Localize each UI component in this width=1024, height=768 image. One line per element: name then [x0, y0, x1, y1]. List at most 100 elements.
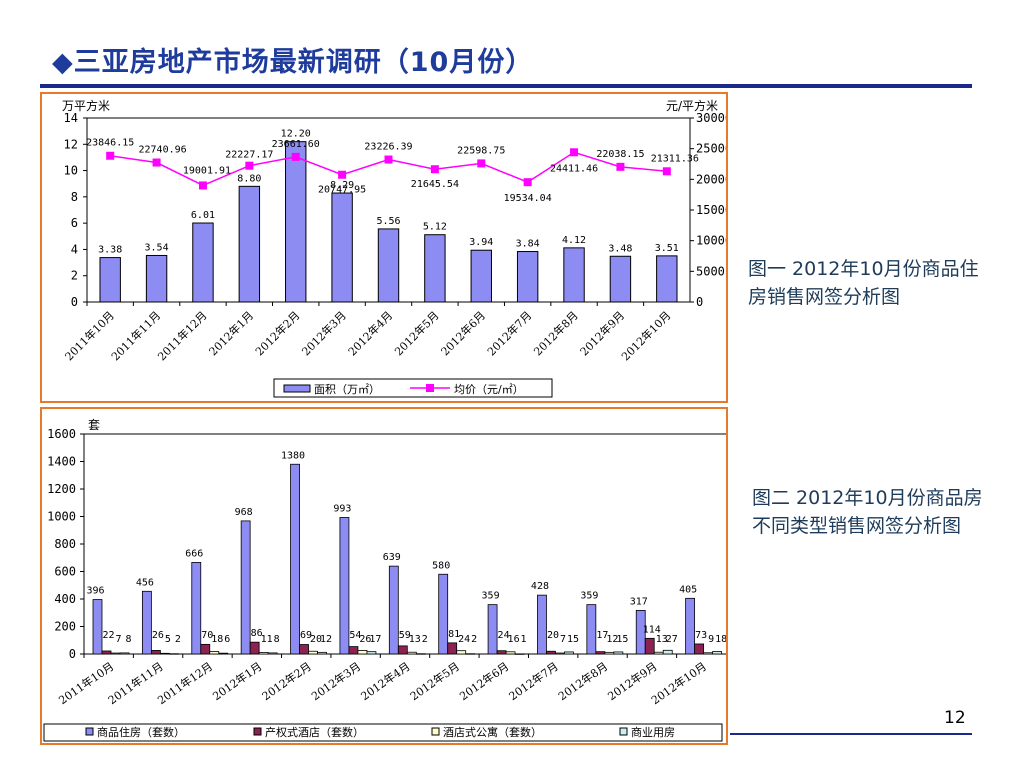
footer-divider — [730, 733, 972, 735]
bar-hotel — [200, 643, 211, 655]
bar-value-label-residential: 359 — [580, 591, 598, 602]
price-value-label: 22038.15 — [596, 149, 644, 160]
area-bar — [99, 257, 121, 303]
price-marker — [291, 152, 300, 161]
area-price-chart: 万平方米 元/平方米 0 2 4 6 8 10 12 14 0 5000 10000 15000 20000… — [62, 98, 726, 398]
bar-serviced-apartment — [555, 652, 565, 655]
x-tick-label: 2012年4月 — [345, 308, 395, 358]
x-tick-label: 2012年8月 — [555, 659, 610, 703]
bar-value-label-hotel: 114 — [643, 624, 661, 635]
y-tick-label: 1000 — [47, 510, 76, 524]
price-marker — [616, 162, 625, 171]
legend-label-residential: 商品住房（套数） — [97, 725, 185, 739]
area-bar — [656, 255, 678, 303]
bar-value-label-commercial: 27 — [666, 634, 678, 645]
area-bar-value-label: 3.54 — [145, 242, 169, 253]
bar-serviced-apartment — [653, 651, 664, 655]
bar-value-label-hotel: 81 — [448, 629, 460, 640]
price-marker — [523, 178, 532, 187]
bar-commercial — [465, 653, 476, 655]
bar-value-label-hotel: 69 — [300, 630, 312, 641]
y-tick-label: 800 — [54, 537, 76, 551]
y-tick-label: 1200 — [47, 482, 76, 496]
area-bar-value-label: 8.80 — [237, 173, 261, 184]
chart-panel-property-types: 套 0 200 400 600 800 1000 1200 1400 1600 396 456 666 9… — [40, 407, 728, 745]
bar-hotel — [546, 650, 556, 655]
y-tick-label-right: 25000 — [696, 142, 726, 156]
x-tick-label: 2012年6月 — [457, 659, 512, 703]
price-marker — [198, 181, 207, 190]
price-marker — [477, 159, 486, 168]
price-marker — [338, 170, 347, 179]
x-tick-label: 2011年12月 — [155, 308, 210, 363]
x-tick-label: 2012年8月 — [531, 308, 581, 358]
y-tick-label-left: 2 — [71, 269, 78, 283]
bar-value-label-commercial: 17 — [369, 634, 381, 645]
area-bar — [145, 254, 168, 303]
price-value-label: 19534.04 — [504, 193, 552, 204]
bar-value-label-serviced-apartment: 7 — [560, 634, 566, 645]
y-tick-label-left: 4 — [71, 242, 78, 256]
x-tick-label: 2012年10月 — [648, 659, 708, 707]
bar-value-label-residential: 317 — [630, 596, 648, 607]
bar-residential — [339, 517, 350, 655]
bar-serviced-apartment — [505, 651, 516, 655]
bar-value-label-residential: 359 — [482, 591, 500, 602]
y-tick-label-right: 15000 — [696, 203, 726, 217]
x-tick-label: 2012年1月 — [206, 308, 256, 358]
bar-commercial — [514, 653, 525, 655]
bar-hotel — [595, 651, 606, 655]
area-bar-value-label: 12.20 — [281, 129, 311, 140]
area-bar-value-label: 3.38 — [98, 245, 122, 256]
price-marker — [662, 167, 671, 176]
price-value-label: 19001.91 — [183, 165, 231, 176]
bar-value-label-serviced-apartment: 13 — [409, 634, 421, 645]
price-value-label: 23661.60 — [272, 139, 320, 150]
bar-value-label-serviced-apartment: 13 — [656, 634, 668, 645]
bar-value-label-hotel: 73 — [695, 630, 707, 641]
bar-hotel — [644, 637, 655, 655]
slide-title: ◆三亚房地产市场最新调研（10月份） — [52, 47, 534, 78]
bar-hotel — [299, 644, 309, 655]
x-tick-label: 2012年6月 — [438, 308, 488, 358]
bar-value-label-hotel: 20 — [547, 630, 559, 641]
bar-residential — [388, 565, 399, 655]
bar-commercial — [712, 651, 723, 655]
area-bar — [331, 192, 353, 303]
area-bar-value-label: 6.01 — [191, 210, 215, 221]
legend-marker-price — [426, 384, 434, 392]
y-tick-label-left: 8 — [71, 190, 78, 204]
y-tick-label: 600 — [54, 565, 76, 579]
bar-value-label-hotel: 22 — [102, 630, 114, 641]
bar-value-label-commercial: 8 — [274, 634, 280, 645]
legend-swatch-hotel — [253, 727, 262, 736]
bar-commercial — [267, 652, 278, 655]
bar-value-label-residential: 1380 — [281, 450, 305, 461]
bar-hotel — [447, 642, 458, 655]
bar-commercial — [218, 652, 229, 655]
bar-value-label-hotel: 24 — [498, 630, 510, 641]
area-bar-value-label: 5.12 — [423, 222, 447, 233]
bar-hotel — [694, 643, 705, 655]
bar-residential — [635, 610, 646, 655]
bar-value-label-serviced-apartment: 16 — [508, 634, 520, 645]
area-bar — [192, 222, 214, 303]
x-tick-label: 2012年10月 — [618, 308, 673, 363]
bar-value-label-hotel: 59 — [399, 630, 411, 641]
bar-value-label-serviced-apartment: 12 — [606, 634, 618, 645]
area-bar — [609, 255, 632, 303]
area-bar — [285, 141, 307, 303]
bar-commercial — [613, 651, 624, 655]
legend-swatch-residential — [85, 727, 94, 736]
price-marker — [384, 155, 393, 164]
bar-value-label-residential: 580 — [432, 560, 450, 571]
bar-serviced-apartment — [159, 652, 170, 655]
legend-label-serviced-apartment: 酒店式公寓（套数） — [443, 725, 542, 739]
bar-value-label-residential: 405 — [679, 584, 697, 595]
title-divider — [40, 84, 972, 88]
bar-residential — [290, 463, 300, 655]
y-tick-label-right: 30000 — [696, 111, 726, 125]
x-tick-label: 2012年2月 — [259, 659, 314, 703]
area-bar — [470, 249, 492, 303]
x-tick-label: 2012年5月 — [407, 659, 462, 703]
